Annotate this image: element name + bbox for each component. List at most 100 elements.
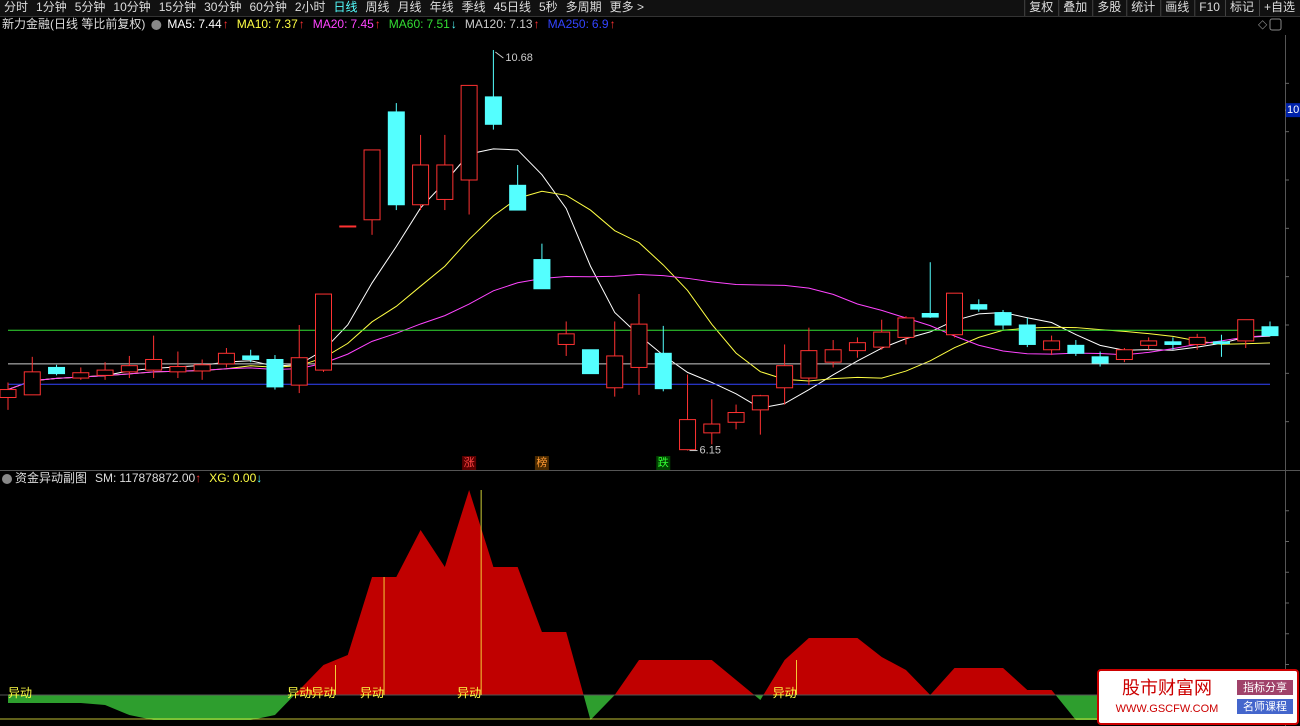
toolbar-tab[interactable]: 60分钟	[249, 0, 286, 14]
candle-body	[120, 365, 138, 373]
ma-arrow: ↓	[451, 17, 457, 31]
y-tick-label: 10	[1287, 104, 1299, 116]
toolbar-button[interactable]: 统计	[1131, 0, 1155, 14]
candle-body	[873, 331, 891, 348]
indicator-header: XG:	[209, 471, 230, 485]
ma-arrow: ↑	[375, 17, 381, 31]
candle-body	[484, 96, 502, 125]
toolbar-tab[interactable]: 10分钟	[113, 0, 150, 14]
toolbar-tab[interactable]: 日线	[334, 0, 358, 14]
indicator-header: 0.00	[233, 471, 257, 485]
high-label: 10.68	[505, 52, 533, 64]
ma-label: MA10:	[237, 17, 272, 31]
event-marker: 跌	[658, 455, 669, 469]
toolbar-button[interactable]: F10	[1199, 0, 1220, 14]
toolbar-tab[interactable]: 1分钟	[36, 0, 67, 14]
candle-body	[1043, 340, 1061, 351]
toolbar-tab[interactable]: 年线	[430, 0, 454, 14]
candle-body	[703, 423, 721, 434]
candle-body	[679, 419, 697, 451]
candle-body	[339, 225, 357, 228]
signal-label: 异动	[287, 686, 311, 700]
candle-body	[363, 149, 381, 221]
event-marker: 榜	[536, 455, 547, 469]
ma-value: 7.44	[198, 17, 222, 31]
candle-body	[145, 358, 163, 371]
indicator-header: 资金异动副图	[15, 470, 87, 485]
toolbar-button[interactable]: 画线	[1165, 0, 1189, 14]
ma-label: MA20:	[313, 17, 348, 31]
watermark-tag-text: 名师课程	[1243, 699, 1287, 713]
indicator-header: SM:	[95, 471, 116, 485]
ma-arrow: ↑	[534, 17, 540, 31]
window-button[interactable]	[1269, 18, 1282, 31]
candle-body	[1212, 341, 1230, 345]
toolbar-tab[interactable]: 5秒	[539, 0, 558, 14]
toolbar-button[interactable]: +自选	[1264, 0, 1295, 14]
watermark-name: 股市财富网	[1122, 678, 1212, 698]
toolbar-tab[interactable]: 30分钟	[204, 0, 241, 14]
candle-body	[315, 293, 332, 371]
toolbar-tab[interactable]: 15分钟	[159, 0, 196, 14]
ma-value: 7.51	[426, 17, 450, 31]
dropdown-icon[interactable]	[2, 474, 12, 484]
toolbar-tab[interactable]: 5分钟	[75, 0, 106, 14]
stock-title: 新力金融(日线 等比前复权)	[2, 16, 145, 31]
y-tick-box	[1286, 103, 1300, 118]
toolbar-tab[interactable]: 2小时	[295, 0, 326, 14]
toolbar-tab[interactable]: 分时	[4, 0, 28, 14]
ma-label: MA250:	[548, 17, 589, 31]
ma-label: MA120:	[465, 17, 506, 31]
toolbar-tab[interactable]: 季线	[462, 0, 486, 14]
ma-arrow: ↑	[610, 17, 616, 31]
candle-body	[266, 358, 284, 388]
candle-body	[727, 412, 745, 423]
candle-body	[387, 111, 405, 206]
low-label: 6.15	[700, 444, 721, 456]
toolbar-button[interactable]: 叠加	[1063, 0, 1087, 14]
candle-body	[0, 389, 17, 399]
candle-body	[994, 312, 1012, 326]
watermark-tag-text: 指标分享	[1243, 680, 1287, 694]
toolbar-button[interactable]: 多股	[1097, 0, 1121, 14]
candle-body	[1067, 344, 1085, 354]
candle-body	[1188, 336, 1206, 345]
candle-body	[1261, 326, 1279, 337]
toolbar-tab[interactable]: 周线	[366, 0, 390, 14]
candle-body	[630, 323, 648, 368]
candle-body	[970, 304, 988, 310]
diamond-icon[interactable]: ◇	[1258, 17, 1268, 31]
candle-body	[509, 184, 527, 211]
candle-body	[460, 84, 478, 181]
toolbar-tab[interactable]: 45日线	[494, 0, 531, 14]
watermark-tag	[1237, 680, 1293, 695]
candle-body	[1115, 349, 1133, 360]
indicator-header: 117878872.00	[119, 471, 195, 485]
toolbar-tab[interactable]: 多周期	[566, 0, 602, 14]
candle-body	[824, 349, 842, 363]
candle-body	[1237, 319, 1255, 342]
candle-body	[776, 365, 794, 389]
toolbar-tab[interactable]: 更多 >	[610, 0, 644, 14]
candle-body	[217, 352, 235, 365]
candle-body	[436, 164, 454, 200]
candle-body	[533, 259, 551, 290]
candle-body	[412, 164, 430, 206]
candle-body	[1018, 324, 1036, 345]
toolbar	[0, 0, 1300, 16]
signal-label: 异动	[457, 686, 481, 700]
event-marker: 涨	[464, 456, 475, 469]
toolbar-button[interactable]: 标记	[1230, 0, 1254, 14]
ma-line	[7, 273, 1271, 391]
dropdown-icon[interactable]	[151, 20, 162, 30]
ma-arrow: ↑	[299, 17, 305, 31]
candle-body	[581, 349, 599, 375]
candle-body	[23, 371, 41, 396]
candle-body	[1091, 356, 1109, 364]
candle-body	[48, 366, 66, 375]
toolbar-button[interactable]: 复权	[1029, 0, 1053, 14]
toolbar-tab[interactable]: 月线	[398, 0, 422, 14]
candle-body	[242, 355, 260, 360]
event-marker-box	[534, 456, 549, 470]
